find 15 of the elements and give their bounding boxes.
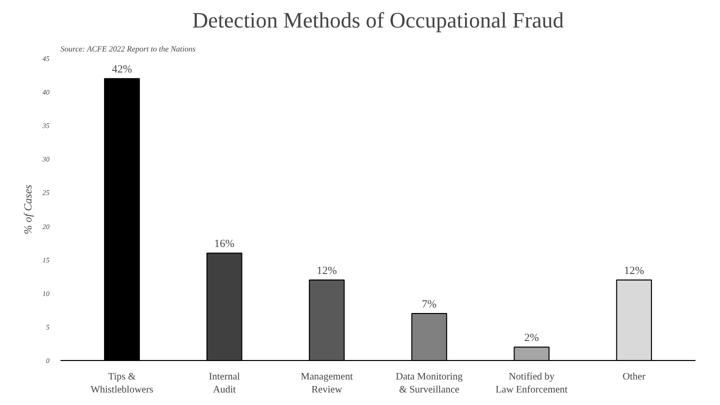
x-tick-label: Tips & Whistleblowers — [90, 372, 154, 396]
x-tick-label: Other — [622, 372, 646, 382]
x-tick-label: Data Monitoring & Surveillance — [396, 372, 463, 396]
chart-title: Detection Methods of Occupational Fraud — [192, 8, 564, 32]
data-label: 12% — [316, 264, 337, 277]
data-label: 12% — [624, 264, 644, 277]
source-note: Source: ACFE 2022 Report to the Nations — [60, 44, 196, 54]
x-tick-label: Management Review — [300, 372, 354, 396]
x-tick-label: Internal Audit — [208, 372, 240, 396]
data-label: 7% — [422, 298, 437, 311]
y-axis-title: % of Cases — [22, 184, 34, 234]
data-label: 16% — [214, 238, 234, 250]
data-label: 42% — [112, 64, 132, 76]
data-label: 2% — [524, 332, 539, 344]
x-tick-label: Notified by Law Enforcement — [496, 372, 568, 396]
